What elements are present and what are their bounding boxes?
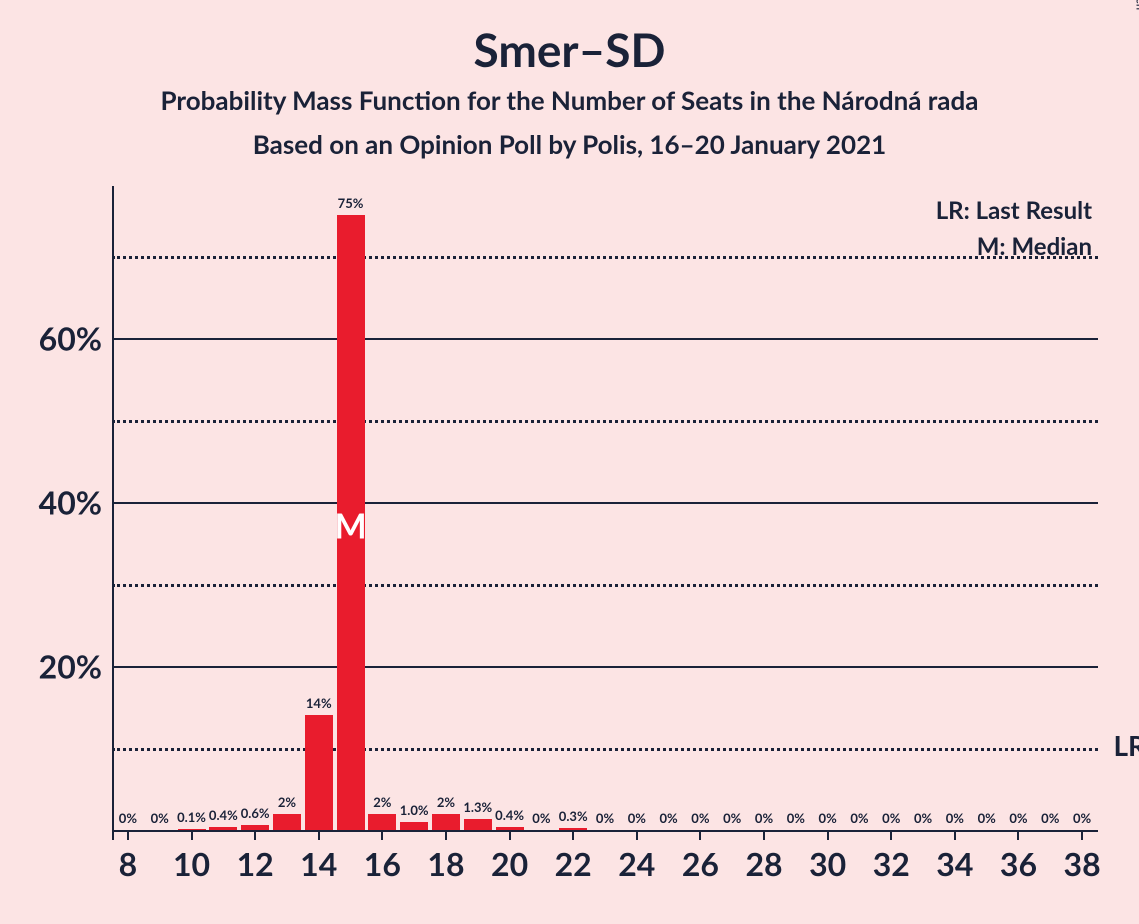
median-marker: M <box>334 506 366 547</box>
bar-value-label: 0% <box>914 810 932 826</box>
bar-value-label: 1.0% <box>400 802 429 818</box>
x-tick-label: 18 <box>427 844 464 883</box>
bar-value-label: 0% <box>1009 810 1027 826</box>
x-tick <box>636 830 638 840</box>
gridline-major <box>112 338 1098 340</box>
x-tick-label: 32 <box>873 844 910 883</box>
x-tick-label: 24 <box>618 844 655 883</box>
bar <box>432 814 460 830</box>
bar-value-label: 0% <box>119 810 137 826</box>
bar-value-label: 0.4% <box>209 807 238 823</box>
bar-value-label: 0% <box>850 810 868 826</box>
bar-value-label: 0% <box>819 810 837 826</box>
gridline-minor <box>112 256 1098 259</box>
x-tick-label: 12 <box>237 844 274 883</box>
bar-value-label: 0% <box>755 810 773 826</box>
copyright-text: © 2021 Filip van Laenen <box>1133 0 1139 10</box>
bar-value-label: 14% <box>306 695 332 711</box>
bar <box>368 814 396 830</box>
bar-value-label: 0% <box>596 810 614 826</box>
x-tick <box>254 830 256 840</box>
bar-value-label: 0.3% <box>559 808 588 824</box>
bar <box>241 825 269 830</box>
bar <box>305 715 333 830</box>
x-tick <box>1017 830 1019 840</box>
x-tick-label: 16 <box>364 844 401 883</box>
gridline-minor <box>112 420 1098 423</box>
x-tick <box>827 830 829 840</box>
y-tick-label: 60% <box>39 318 102 357</box>
bar-value-label: 2% <box>373 794 391 810</box>
last-result-marker: LR <box>1113 728 1139 762</box>
bar-value-label: 0% <box>723 810 741 826</box>
x-tick <box>318 830 320 840</box>
bar-value-label: 75% <box>338 195 364 211</box>
x-tick <box>445 830 447 840</box>
bar <box>496 827 524 830</box>
x-tick-label: 14 <box>300 844 337 883</box>
y-axis <box>112 186 114 840</box>
x-tick <box>763 830 765 840</box>
gridline-major <box>112 502 1098 504</box>
gridline-major <box>112 830 1098 832</box>
x-tick-label: 28 <box>745 844 782 883</box>
bar-value-label: 1.3% <box>463 799 492 815</box>
chart-root: Smer–SD Probability Mass Function for th… <box>0 0 1139 924</box>
bar-value-label: 0% <box>882 810 900 826</box>
bar-value-label: 0% <box>151 810 169 826</box>
bar-value-label: 0.4% <box>495 807 524 823</box>
x-tick <box>699 830 701 840</box>
x-tick-label: 22 <box>555 844 592 883</box>
x-tick <box>890 830 892 840</box>
bar-value-label: 0% <box>978 810 996 826</box>
bar <box>273 814 301 830</box>
bar-value-label: 0.6% <box>241 805 270 821</box>
x-tick-label: 26 <box>682 844 719 883</box>
bar-value-label: 0% <box>628 810 646 826</box>
x-tick-label: 10 <box>173 844 210 883</box>
x-tick-label: 38 <box>1064 844 1101 883</box>
chart-subtitle-1: Probability Mass Function for the Number… <box>0 84 1139 116</box>
y-tick-label: 40% <box>39 482 102 521</box>
gridline-minor <box>112 584 1098 587</box>
legend-lr: LR: Last Result <box>936 196 1092 225</box>
x-tick <box>1081 830 1083 840</box>
x-tick <box>191 830 193 840</box>
x-tick <box>127 830 129 840</box>
bar-value-label: 0% <box>787 810 805 826</box>
bar <box>209 827 237 830</box>
bar <box>464 819 492 830</box>
bar-value-label: 0% <box>532 810 550 826</box>
bar-value-label: 0% <box>1041 810 1059 826</box>
x-tick-label: 30 <box>809 844 846 883</box>
bar-value-label: 0% <box>1073 810 1091 826</box>
bar-value-label: 0.1% <box>177 809 206 825</box>
gridline-minor <box>112 748 1098 751</box>
chart-subtitle-2: Based on an Opinion Poll by Polis, 16–20… <box>0 128 1139 160</box>
bar <box>400 822 428 830</box>
x-tick-label: 20 <box>491 844 528 883</box>
bar <box>559 828 587 830</box>
bar-value-label: 0% <box>660 810 678 826</box>
x-tick <box>954 830 956 840</box>
bar-value-label: 2% <box>278 794 296 810</box>
bar-value-label: 0% <box>946 810 964 826</box>
plot-area: 20%40%60%8101214161820222426283032343638… <box>112 190 1098 830</box>
bar <box>178 829 206 830</box>
bar-value-label: 2% <box>437 794 455 810</box>
x-tick <box>509 830 511 840</box>
x-tick <box>572 830 574 840</box>
x-tick-label: 36 <box>1000 844 1037 883</box>
y-tick-label: 20% <box>39 646 102 685</box>
x-tick-label: 8 <box>119 844 138 883</box>
legend-median: M: Median <box>977 232 1092 261</box>
x-tick <box>381 830 383 840</box>
chart-title: Smer–SD <box>0 22 1139 77</box>
gridline-major <box>112 666 1098 668</box>
x-tick-label: 34 <box>936 844 973 883</box>
bar-value-label: 0% <box>691 810 709 826</box>
